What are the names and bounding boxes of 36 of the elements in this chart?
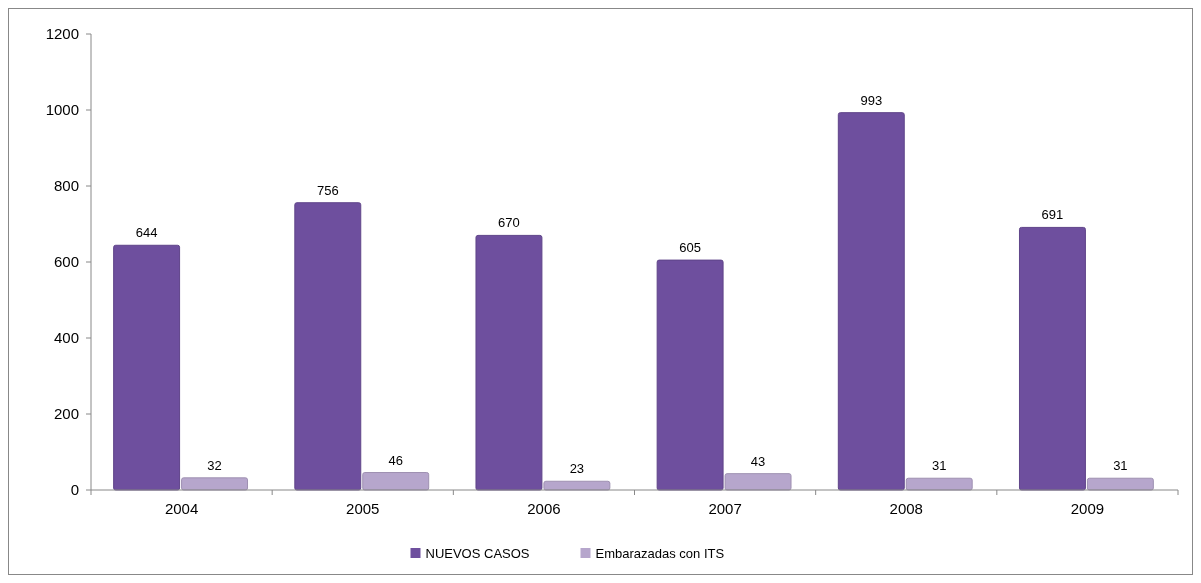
bar [1018, 226, 1086, 491]
data-label: 644 [135, 225, 158, 241]
y-tick-label: 1200 [45, 25, 79, 43]
y-tick-label: 800 [53, 177, 79, 195]
x-tick-label: 2005 [346, 500, 380, 517]
legend-label: Embarazadas con ITS [595, 545, 725, 561]
bar [656, 259, 724, 491]
bar [113, 244, 181, 491]
data-label: 756 [316, 182, 339, 198]
data-label: 32 [207, 457, 222, 473]
x-tick-label: 2008 [889, 500, 923, 517]
y-tick-label: 600 [53, 253, 79, 271]
bar [724, 473, 792, 491]
data-label: 31 [1113, 458, 1128, 474]
bar [181, 477, 249, 491]
x-tick-label: 2004 [164, 500, 199, 517]
data-label: 46 [388, 452, 403, 468]
data-label: 691 [1041, 207, 1064, 223]
y-tick-label: 1000 [45, 101, 79, 119]
x-tick-label: 2006 [527, 500, 561, 517]
x-tick-label: 2009 [1070, 500, 1105, 517]
y-tick-label: 400 [53, 329, 79, 347]
data-label: 23 [569, 461, 585, 477]
y-tick-label: 0 [70, 481, 79, 499]
bar [475, 234, 543, 491]
bar [837, 112, 905, 491]
data-label: 43 [750, 453, 766, 469]
legend-label: NUEVOS CASOS [425, 545, 530, 561]
data-label: 31 [931, 458, 947, 474]
y-tick-label: 200 [53, 405, 79, 423]
bar [362, 472, 430, 491]
data-label: 993 [860, 92, 883, 108]
bar [294, 202, 362, 491]
data-label: 670 [498, 215, 520, 231]
data-label: 605 [679, 240, 701, 256]
x-tick-label: 2007 [708, 500, 742, 517]
